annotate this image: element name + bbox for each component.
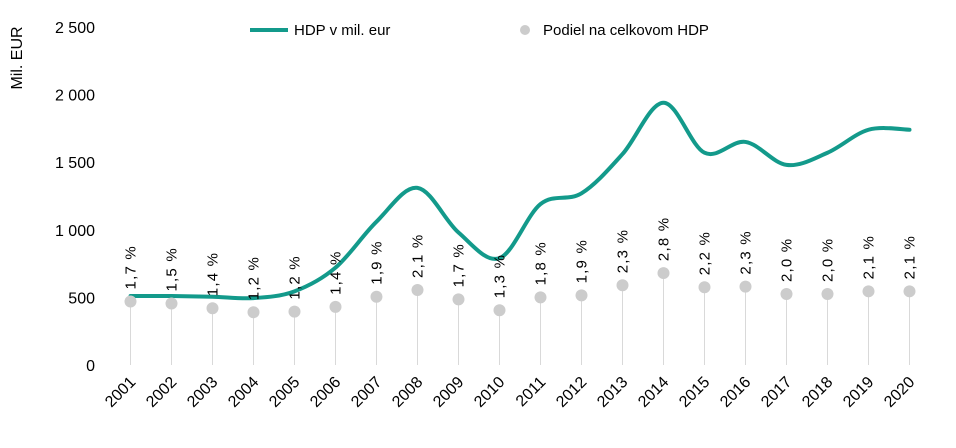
y-tick-label: 1 000 [55, 223, 95, 240]
x-tick-label: 2007 [348, 374, 385, 411]
share-labels: 1,7 % 1,5 % 1,4 % 1,2 % 1,2 % 1,4 % 1,9 % 2,1 %… [123, 217, 919, 301]
share-label: 1,4 % [328, 251, 345, 295]
share-stems [130, 273, 910, 365]
legend-dot-swatch [520, 25, 530, 35]
share-point [247, 306, 260, 319]
share-point [534, 291, 547, 304]
x-tick-label: 2011 [513, 374, 549, 410]
share-label: 2,1 % [410, 234, 427, 278]
share-point [903, 285, 916, 298]
share-point [493, 304, 506, 317]
y-tick-label: 1 500 [55, 155, 95, 172]
share-point [329, 300, 342, 313]
share-label: 2,1 % [902, 235, 919, 279]
x-tick-label: 2005 [266, 374, 303, 411]
share-label: 2,0 % [820, 238, 837, 282]
share-point [165, 297, 178, 310]
share-points [124, 267, 916, 319]
x-tick-label: 2014 [635, 374, 672, 411]
share-label: 2,0 % [779, 238, 796, 282]
share-point [575, 289, 588, 302]
share-label: 1,5 % [164, 247, 181, 291]
x-tick-label: 2019 [840, 374, 877, 411]
x-tick-label: 2016 [717, 374, 754, 411]
x-tick-label: 2009 [430, 374, 467, 411]
share-label: 1,2 % [246, 256, 263, 300]
y-tick-label: 500 [68, 290, 95, 307]
share-point [657, 267, 670, 280]
share-label: 1,4 % [205, 252, 222, 296]
x-tick-label: 2018 [799, 374, 836, 411]
share-label: 1,9 % [369, 240, 386, 284]
legend: HDP v mil. eur Podiel na celkovom HDP [250, 22, 709, 39]
share-point [616, 279, 629, 292]
gdp-line [128, 100, 912, 301]
y-axis-label: Mil. EUR [9, 26, 26, 89]
share-point [821, 288, 834, 301]
share-point [206, 302, 219, 315]
share-point [124, 295, 137, 308]
share-label: 1,7 % [123, 245, 140, 289]
share-point [370, 290, 383, 303]
share-label: 1,9 % [574, 239, 591, 283]
legend-dot-label: Podiel na celkovom HDP [543, 22, 709, 39]
share-label: 1,7 % [451, 243, 468, 287]
share-label: 2,2 % [697, 231, 714, 275]
share-label: 2,3 % [615, 229, 632, 273]
x-tick-label: 2013 [594, 374, 631, 411]
share-label: 1,3 % [492, 254, 509, 298]
x-tick-label: 2003 [184, 374, 221, 411]
legend-line-label: HDP v mil. eur [294, 22, 390, 39]
x-tick-label: 2017 [758, 374, 795, 411]
x-tick-label: 2006 [307, 374, 344, 411]
x-tick-label: 2004 [225, 374, 262, 411]
x-tick-label: 2008 [389, 374, 426, 411]
share-label: 2,3 % [738, 230, 755, 274]
y-tick-label: 2 500 [55, 20, 95, 37]
x-tick-label: 2001 [102, 374, 139, 411]
share-point [411, 283, 424, 296]
share-point [862, 285, 875, 298]
share-label: 2,1 % [861, 235, 878, 279]
x-axis-ticks: 2001 2002 2003 2004 2005 2006 2007 2008 2009 2010… [102, 374, 918, 411]
share-point [452, 293, 465, 306]
share-point [739, 280, 752, 293]
x-tick-label: 2015 [676, 374, 713, 411]
y-tick-label: 2 000 [55, 88, 95, 105]
share-point [288, 305, 301, 318]
y-axis-ticks: 0 500 1 000 1 500 2 000 2 500 [55, 20, 95, 375]
x-tick-label: 2010 [471, 374, 508, 411]
share-label: 1,2 % [287, 255, 304, 299]
y-tick-label: 0 [86, 358, 95, 375]
x-tick-label: 2002 [143, 374, 180, 411]
x-tick-label: 2020 [881, 374, 918, 411]
share-label: 2,8 % [656, 217, 673, 261]
share-point [780, 288, 793, 301]
x-tick-label: 2012 [553, 374, 590, 411]
share-point [698, 281, 711, 294]
share-label: 1,8 % [533, 241, 550, 285]
